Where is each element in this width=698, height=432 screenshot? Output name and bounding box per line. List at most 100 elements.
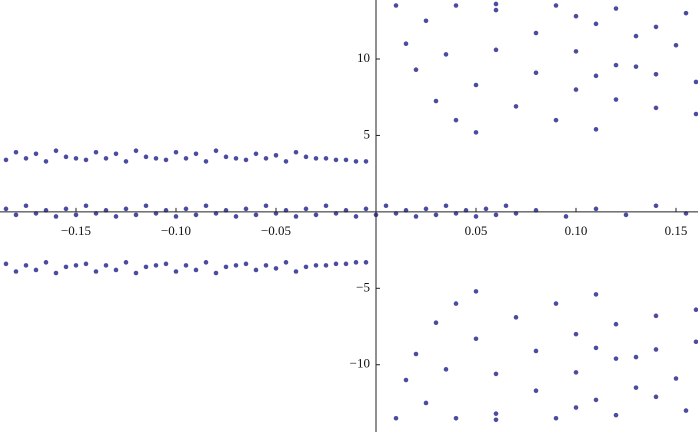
x-tick-label: −0.15 — [61, 223, 91, 238]
point — [453, 301, 459, 306]
point — [193, 151, 199, 157]
point — [633, 33, 639, 39]
point — [653, 71, 659, 77]
point — [443, 367, 449, 372]
point — [13, 212, 19, 218]
point — [363, 159, 369, 164]
point — [593, 73, 599, 79]
point — [473, 336, 479, 342]
point — [483, 206, 489, 212]
point — [553, 301, 559, 306]
point — [173, 214, 179, 219]
point — [193, 267, 199, 273]
point — [293, 214, 299, 219]
point — [353, 159, 359, 164]
point — [453, 117, 459, 123]
point — [493, 7, 499, 13]
point — [103, 263, 109, 268]
x-tick-label: 0.05 — [465, 223, 488, 238]
point — [493, 411, 499, 416]
point — [113, 214, 119, 219]
point — [613, 97, 619, 102]
point — [453, 415, 459, 421]
point — [393, 3, 399, 8]
point — [573, 370, 579, 375]
point — [383, 203, 389, 209]
point — [353, 260, 359, 265]
point — [343, 261, 349, 267]
point — [343, 157, 349, 163]
point — [53, 270, 59, 276]
point — [653, 394, 659, 400]
point — [613, 356, 619, 361]
point — [53, 214, 59, 219]
point — [83, 261, 89, 267]
x-tick-label: 0.10 — [565, 223, 588, 238]
point — [223, 264, 229, 270]
point — [143, 203, 149, 209]
point — [243, 206, 249, 212]
point — [553, 117, 559, 123]
point — [313, 156, 319, 161]
point — [33, 267, 39, 273]
point — [303, 264, 309, 270]
point — [203, 159, 209, 164]
point — [13, 269, 19, 274]
point — [103, 156, 109, 161]
point — [333, 261, 339, 267]
point — [173, 269, 179, 274]
point — [153, 263, 159, 268]
point — [243, 157, 249, 163]
point — [363, 260, 369, 265]
point — [203, 203, 209, 209]
point — [513, 315, 519, 320]
point — [293, 149, 299, 155]
point — [113, 267, 119, 273]
point — [23, 203, 29, 209]
point — [433, 320, 439, 326]
point — [593, 206, 599, 212]
point — [653, 203, 659, 209]
point — [233, 263, 239, 268]
point — [503, 203, 509, 209]
point — [613, 321, 619, 327]
point — [423, 206, 429, 212]
point — [3, 261, 9, 267]
point — [3, 157, 9, 163]
point — [693, 111, 698, 117]
point — [683, 408, 689, 413]
point — [403, 41, 409, 47]
point — [433, 212, 439, 218]
point — [273, 266, 279, 271]
y-tick-label: 5 — [364, 126, 371, 141]
point — [143, 264, 149, 270]
point — [313, 263, 319, 268]
point — [473, 214, 479, 219]
y-tick-label: −5 — [356, 279, 370, 294]
point — [453, 3, 459, 8]
point — [133, 148, 139, 154]
point — [363, 206, 369, 212]
point — [323, 156, 329, 161]
point — [83, 203, 89, 209]
point — [183, 156, 189, 161]
point — [593, 127, 599, 132]
point — [413, 214, 419, 219]
point — [593, 292, 599, 297]
point — [423, 400, 429, 406]
point — [573, 13, 579, 19]
point — [153, 156, 159, 161]
point — [253, 151, 259, 157]
point — [293, 269, 299, 274]
point — [573, 87, 579, 92]
y-tick-label: −10 — [350, 356, 370, 371]
point — [233, 214, 239, 219]
point — [163, 157, 169, 163]
point — [123, 159, 129, 164]
point — [203, 260, 209, 265]
point — [633, 385, 639, 390]
point — [113, 151, 119, 157]
point — [63, 154, 69, 160]
x-tick-label: 0.15 — [665, 223, 688, 238]
